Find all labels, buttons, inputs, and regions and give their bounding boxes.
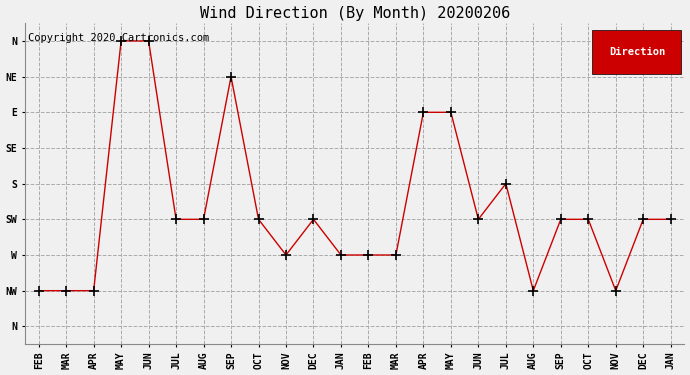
Text: Copyright 2020 Cartronics.com: Copyright 2020 Cartronics.com xyxy=(28,33,210,43)
FancyBboxPatch shape xyxy=(592,30,681,75)
Title: Wind Direction (By Month) 20200206: Wind Direction (By Month) 20200206 xyxy=(199,6,510,21)
Text: Direction: Direction xyxy=(609,47,665,57)
